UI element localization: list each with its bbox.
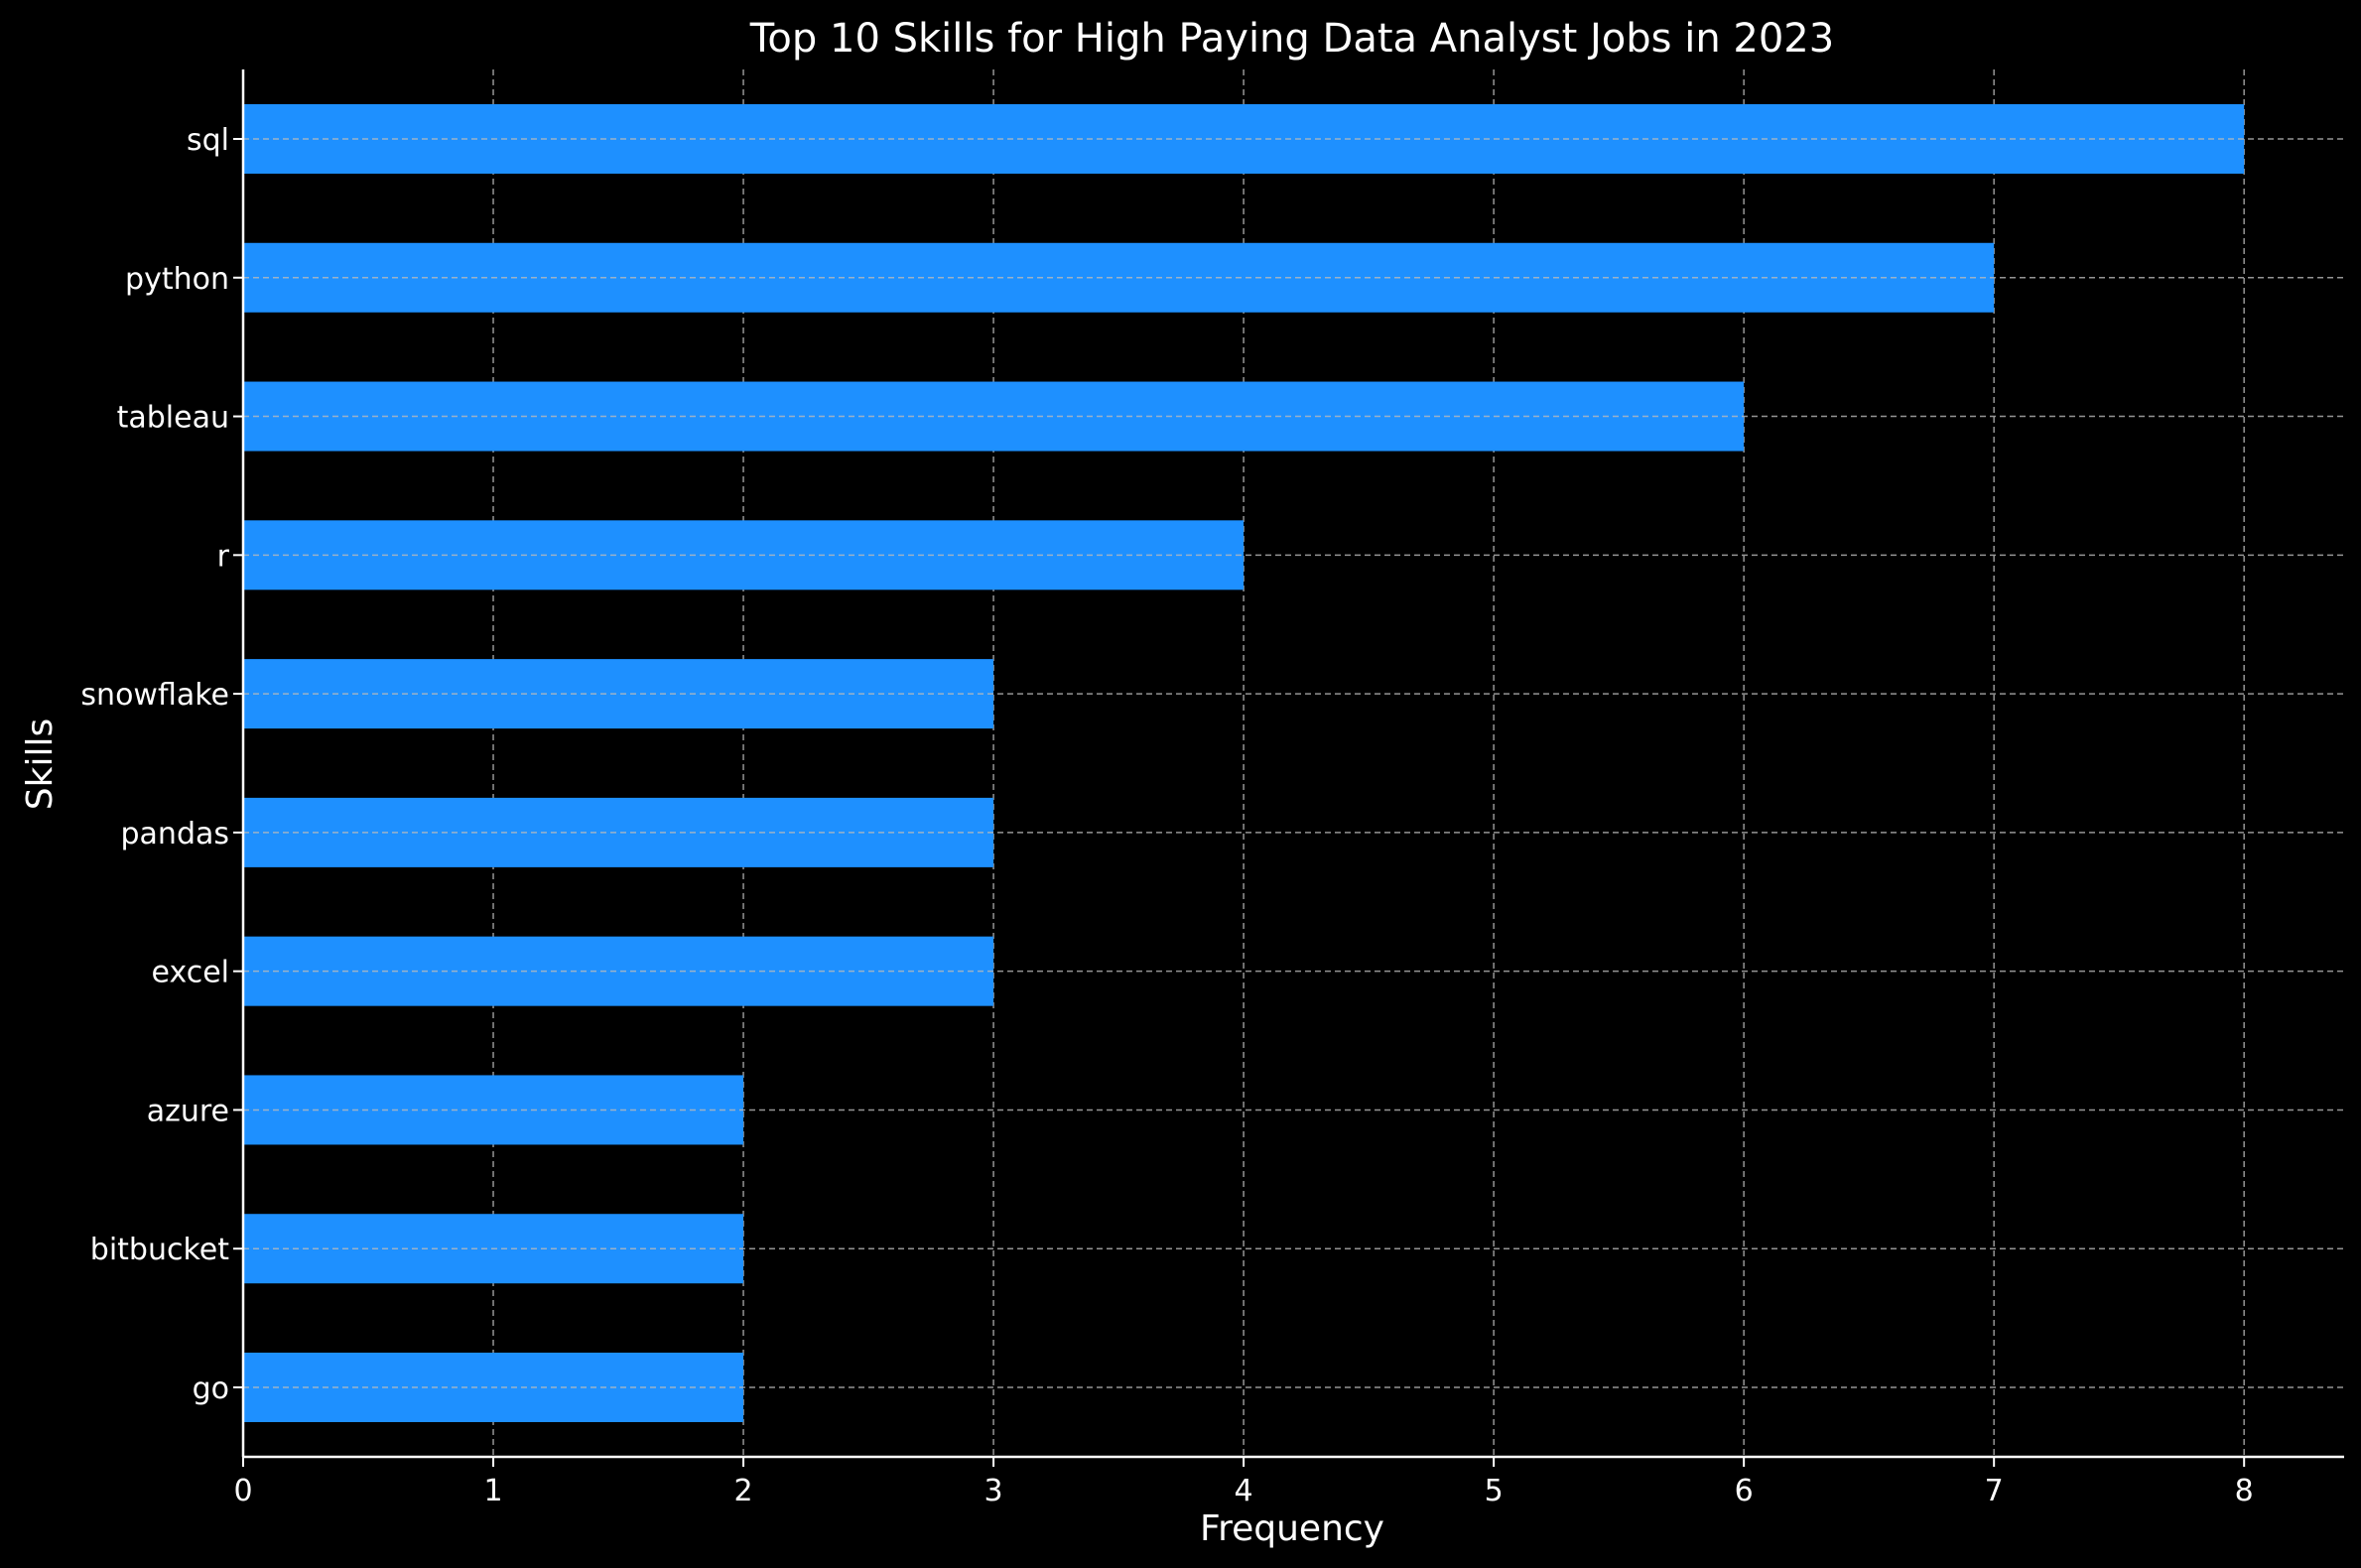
x-tick-label: 5 — [1485, 1474, 1504, 1508]
x-axis-label: Frequency — [1200, 1508, 1384, 1549]
y-tick-label: python — [125, 262, 229, 297]
y-tick-label: excel — [152, 956, 229, 990]
y-tick-label: go — [193, 1372, 229, 1406]
horizontal-grid-lines — [243, 138, 2344, 1388]
x-tick-label: 2 — [734, 1474, 753, 1508]
x-tick-label: 0 — [233, 1474, 252, 1508]
x-tick-label: 8 — [2235, 1474, 2254, 1508]
y-tick-label: bitbucket — [90, 1233, 229, 1267]
y-tick-label: snowflake — [80, 678, 229, 713]
x-tick-label: 3 — [984, 1474, 1003, 1508]
x-tick-label: 7 — [1985, 1474, 2004, 1508]
ticks: 0 1 2 3 4 5 6 7 8 sql python tableau r snowflake panda… — [80, 123, 2253, 1508]
x-tick-label: 4 — [1235, 1474, 1253, 1508]
y-tick-label: sql — [187, 123, 229, 158]
y-tick-label: r — [217, 539, 230, 574]
chart-title: Top 10 Skills for High Paying Data Analy… — [749, 16, 1834, 62]
x-tick-label: 6 — [1735, 1474, 1754, 1508]
y-tick-label: azure — [147, 1094, 229, 1128]
y-tick-label: pandas — [121, 817, 230, 851]
y-axis-label: Skills — [20, 719, 61, 810]
x-tick-label: 1 — [483, 1474, 502, 1508]
y-tick-label: tableau — [117, 401, 229, 436]
